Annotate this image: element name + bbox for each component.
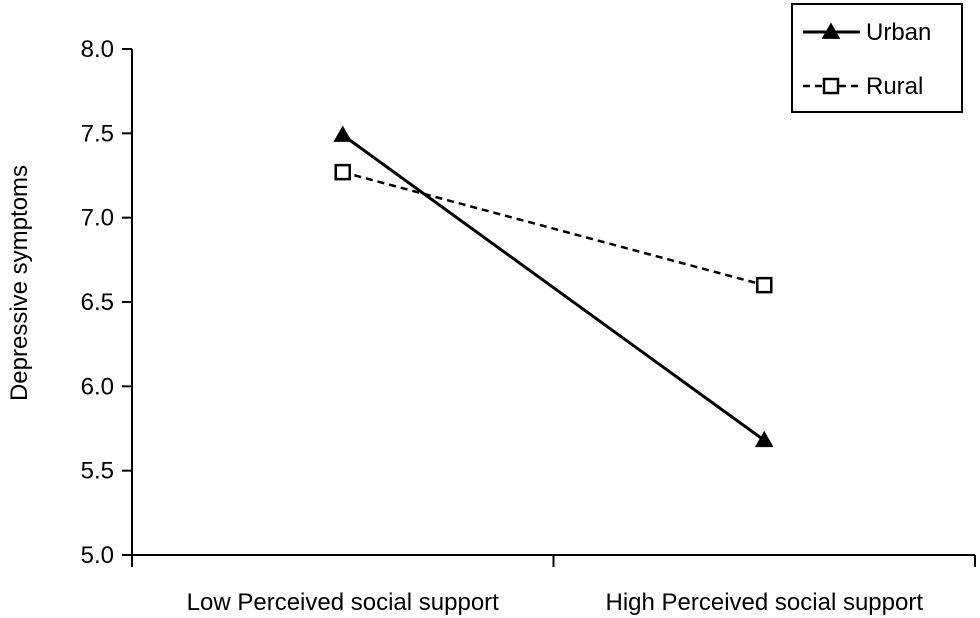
x-axis-categories: Low Perceived social support High Perceiv… (187, 589, 924, 616)
y-tick-label: 8.0 (81, 36, 114, 63)
axes (131, 49, 976, 567)
series-layer (333, 125, 774, 448)
series-line-rural (342, 170, 765, 287)
series-rural (334, 163, 773, 294)
legend-marker-rural (822, 77, 840, 95)
y-axis-ticks: 5.0 5.5 6.0 6.5 7.0 7.5 8.0 (81, 36, 132, 569)
y-tick-label: 6.5 (81, 289, 114, 316)
y-tick-label: 5.5 (81, 458, 114, 485)
legend: Urban Rural (791, 3, 963, 113)
data-point-rural (756, 276, 773, 294)
y-tick-label: 7.0 (81, 205, 114, 232)
y-axis-title: Depressive symptoms (6, 165, 33, 401)
legend-label-urban: Urban (866, 19, 931, 46)
data-point-urban (333, 125, 353, 142)
legend-label-rural: Rural (866, 73, 923, 100)
y-tick-label: 6.0 (81, 373, 114, 400)
series-urban (333, 125, 774, 448)
legend-marker-urban (821, 22, 841, 39)
legend-item-rural: Rural (803, 73, 923, 100)
data-point-rural (334, 163, 351, 181)
x-category-label: High Perceived social support (606, 589, 924, 616)
y-tick-label: 5.0 (81, 542, 114, 569)
x-category-label: Low Perceived social support (187, 589, 499, 616)
legend-box (791, 3, 963, 113)
data-point-urban (754, 430, 774, 448)
y-tick-label: 7.5 (81, 120, 114, 147)
legend-item-urban: Urban (803, 19, 931, 46)
series-line-urban (341, 133, 766, 442)
